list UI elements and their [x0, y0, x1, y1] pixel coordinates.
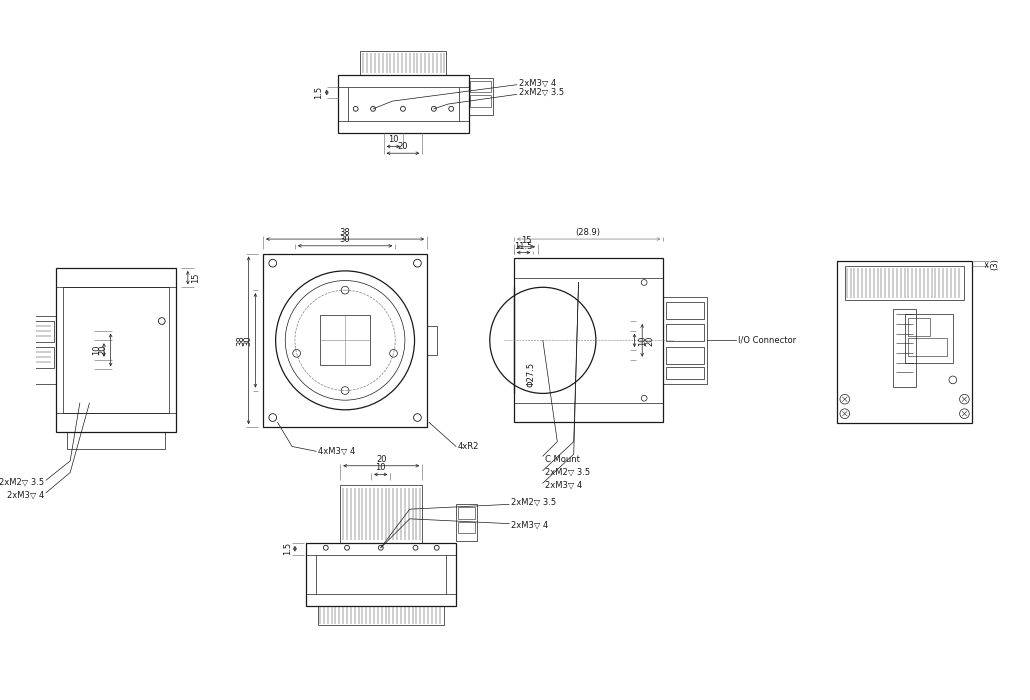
Text: 2xM3▽ 4: 2xM3▽ 4 — [7, 490, 44, 499]
Bar — [666, 302, 703, 319]
Bar — [458, 508, 475, 519]
Bar — [893, 309, 916, 386]
Text: 4xM3▽ 4: 4xM3▽ 4 — [318, 447, 355, 456]
Bar — [338, 75, 469, 133]
Text: 38: 38 — [340, 228, 350, 237]
Text: 38: 38 — [237, 335, 245, 346]
Text: 4xR2: 4xR2 — [458, 442, 479, 451]
Text: 15: 15 — [521, 235, 531, 244]
Text: 10: 10 — [638, 335, 647, 346]
Bar — [908, 338, 947, 356]
Bar — [56, 268, 176, 432]
Text: 20: 20 — [398, 142, 408, 151]
Text: 2xM2▽ 3.5: 2xM2▽ 3.5 — [519, 88, 563, 97]
Text: 2xM2▽ 3.5: 2xM2▽ 3.5 — [545, 468, 590, 477]
Text: 2xM3▽ 4: 2xM3▽ 4 — [519, 78, 556, 88]
Text: (28.9): (28.9) — [576, 228, 600, 237]
Bar — [64, 287, 169, 413]
Bar — [307, 543, 456, 606]
Text: I/O Connector: I/O Connector — [737, 336, 796, 345]
Text: 10: 10 — [388, 135, 399, 144]
Bar — [666, 347, 703, 365]
Bar — [67, 432, 165, 449]
Text: 2xM3▽ 4: 2xM3▽ 4 — [511, 521, 548, 530]
Text: 15: 15 — [191, 272, 200, 283]
Text: 10: 10 — [376, 463, 386, 473]
Bar — [318, 606, 445, 625]
Text: 10: 10 — [92, 345, 101, 356]
Text: (3): (3) — [990, 258, 999, 270]
Bar — [263, 253, 427, 427]
Text: 20: 20 — [376, 454, 386, 463]
Text: 2xM3▽ 4: 2xM3▽ 4 — [545, 481, 582, 489]
Bar — [514, 258, 663, 422]
Text: 30: 30 — [340, 234, 350, 244]
Bar — [666, 368, 703, 379]
Bar — [471, 81, 490, 92]
Text: Φ27.5: Φ27.5 — [526, 362, 536, 386]
Bar — [471, 95, 490, 107]
Bar — [908, 318, 930, 335]
Text: C Mount: C Mount — [545, 454, 580, 463]
Text: 2xM2▽ 3.5: 2xM2▽ 3.5 — [511, 498, 556, 507]
Bar — [904, 314, 953, 363]
Text: 30: 30 — [243, 335, 252, 346]
Bar — [456, 504, 477, 541]
Text: 2xM2▽ 3.5: 2xM2▽ 3.5 — [0, 477, 44, 486]
Bar — [359, 51, 446, 75]
Text: 1.5: 1.5 — [314, 86, 323, 99]
Bar — [320, 315, 370, 365]
Text: 20: 20 — [99, 345, 107, 356]
Bar — [469, 78, 492, 115]
Bar — [29, 347, 54, 368]
Bar — [845, 266, 964, 300]
Bar — [340, 485, 422, 543]
Bar — [27, 316, 56, 384]
Text: 20: 20 — [646, 335, 654, 346]
Bar — [29, 321, 54, 342]
Bar — [427, 326, 437, 355]
Bar — [663, 297, 707, 384]
Text: 1.5: 1.5 — [282, 542, 291, 555]
Bar — [458, 522, 475, 533]
Bar — [666, 324, 703, 342]
Bar — [837, 261, 972, 424]
Text: 11.5: 11.5 — [514, 242, 533, 251]
